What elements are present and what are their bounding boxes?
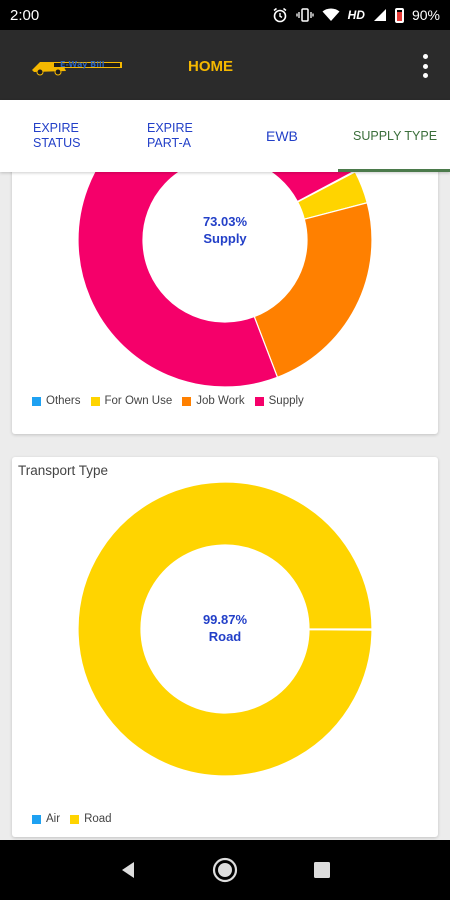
home-button[interactable] (205, 850, 245, 890)
tab-bar: EXPIRE STATUS EXPIRE PART-A EWB SUPPLY TYP… (0, 100, 450, 172)
legend-item: Supply (254, 395, 304, 407)
tab-label: STATUS (33, 136, 81, 150)
legend-item: Road (70, 813, 112, 825)
back-icon (122, 862, 135, 878)
supply-donut-chart (77, 172, 373, 388)
slice-job-work[interactable] (253, 202, 373, 379)
battery-percent: 90% (411, 7, 440, 23)
recents-button[interactable] (302, 850, 342, 890)
network-type-label: HD (347, 8, 365, 22)
tab-ewb[interactable]: EWB (225, 100, 338, 172)
status-icons: HD 90% (272, 7, 440, 23)
slice-supply[interactable] (77, 172, 355, 388)
app-logo (32, 62, 122, 76)
supply-type-card: 73.03% Supply Others For Own Use Job Wor… (12, 172, 438, 434)
legend-label: Road (84, 813, 112, 825)
legend-item: For Own Use (90, 395, 173, 407)
recents-icon (313, 862, 330, 878)
tab-expire-part-a[interactable]: EXPIRE PART-A (112, 100, 225, 172)
status-time: 2:00 (10, 6, 40, 24)
vibrate-icon (295, 8, 314, 22)
legend-label: Job Work (196, 395, 245, 407)
card-title: Transport Type (18, 463, 109, 478)
system-nav-bar (0, 840, 450, 900)
content-scroll-area[interactable]: 73.03% Supply Others For Own Use Job Wor… (0, 172, 450, 840)
transport-center-percent: 99.87% (202, 612, 248, 627)
supply-center-name: Supply (203, 231, 247, 246)
logo-text: E-Way Bill (60, 60, 105, 69)
legend-label: Supply (268, 395, 304, 407)
app-title: HOME (188, 58, 233, 75)
supply-legend: Others For Own Use Job Work Supply (32, 395, 304, 407)
legend-label: For Own Use (104, 395, 173, 407)
legend-item: Job Work (182, 395, 245, 407)
transport-type-card: Transport Type 99.87% Road Air Road (12, 457, 438, 837)
supply-center-label: 73.03% Supply (165, 213, 285, 247)
legend-item: Air (32, 813, 60, 825)
supply-center-percent: 73.03% (202, 214, 248, 229)
tab-label: PART-A (147, 136, 191, 150)
battery-icon (394, 7, 404, 23)
legend-label: Others (46, 395, 81, 407)
home-icon (212, 857, 238, 883)
tab-label: EXPIRE (147, 121, 193, 135)
legend-item: Others (32, 395, 81, 407)
transport-center-name: Road (208, 629, 242, 644)
overflow-menu-icon[interactable] (420, 54, 430, 78)
app-bar: E-Way Bill HOME (0, 30, 450, 100)
wifi-icon (322, 8, 340, 22)
legend-label: Air (46, 813, 61, 825)
signal-icon (373, 8, 387, 22)
alarm-icon (272, 7, 288, 23)
transport-legend: Air Road (32, 813, 112, 825)
back-button[interactable] (108, 850, 148, 890)
status-bar: 2:00 HD 90% (0, 0, 450, 30)
transport-center-label: 99.87% Road (165, 611, 285, 645)
tab-label: SUPPLY TYPE (353, 128, 438, 143)
tab-supply-type[interactable]: SUPPLY TYPE (338, 100, 450, 172)
slice-road[interactable] (77, 481, 373, 777)
tab-label: EWB (266, 127, 298, 144)
tab-expire-status[interactable]: EXPIRE STATUS (0, 100, 112, 172)
transport-donut-chart (77, 481, 373, 777)
tab-label: EXPIRE (33, 121, 79, 135)
